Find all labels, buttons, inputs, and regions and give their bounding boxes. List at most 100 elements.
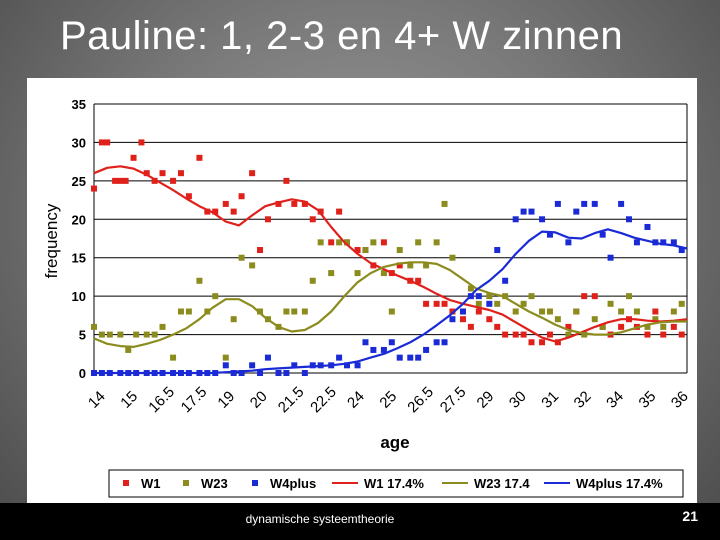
x-axis-label: age xyxy=(380,433,409,452)
x-tick-label: 36 xyxy=(668,388,692,412)
point-w4plus xyxy=(407,354,414,361)
point-w4plus xyxy=(264,354,271,361)
point-w4plus xyxy=(607,254,614,261)
x-tick-label: 31 xyxy=(538,388,562,412)
legend-label: W4plus xyxy=(270,476,316,491)
x-tick-label: 21.5 xyxy=(275,383,308,416)
point-w1 xyxy=(309,216,316,223)
point-w23 xyxy=(441,200,448,207)
x-tick-labels: 14 15 16.5 17.5 19 20 21.5 22.5 24 25 26.5 27.5 29 30… xyxy=(85,383,692,416)
point-w1 xyxy=(475,308,482,315)
point-w4plus xyxy=(283,370,290,376)
point-w4plus xyxy=(486,300,493,307)
point-w23 xyxy=(106,331,113,338)
point-w23 xyxy=(660,323,667,330)
point-w4plus xyxy=(291,362,298,369)
y-axis-label: frequency xyxy=(42,203,61,278)
point-w1 xyxy=(283,177,290,184)
legend-label: W1 xyxy=(141,476,161,491)
point-w4plus xyxy=(565,239,572,246)
y-tick-labels: 0 5 10 15 20 25 30 35 xyxy=(72,97,86,381)
x-tick-label: 34 xyxy=(603,388,627,412)
point-w4plus xyxy=(344,362,351,369)
point-w23 xyxy=(159,323,166,330)
point-w4plus xyxy=(618,200,625,207)
point-w23 xyxy=(177,308,184,315)
legend-marker xyxy=(123,480,129,486)
point-w23 xyxy=(573,308,580,315)
legend: W1 W23 W4plus W1 17.4% W23 17.4 W4plus 17.4% xyxy=(108,469,684,498)
point-w23 xyxy=(539,308,546,315)
y-tick-label: 25 xyxy=(72,174,86,189)
legend-marker xyxy=(183,480,189,486)
point-w1 xyxy=(423,300,430,307)
point-w23 xyxy=(133,331,140,338)
point-w1 xyxy=(257,247,264,254)
point-w23 xyxy=(449,254,456,261)
point-w1 xyxy=(539,339,546,346)
point-w23 xyxy=(143,331,150,338)
x-tick-label: 22.5 xyxy=(307,383,340,416)
x-tick-label: 26.5 xyxy=(404,383,437,416)
point-w23 xyxy=(388,308,395,315)
point-w23 xyxy=(317,239,324,246)
point-w23 xyxy=(354,270,361,277)
point-w1 xyxy=(380,239,387,246)
point-w4plus xyxy=(459,308,466,315)
point-w1 xyxy=(291,200,298,207)
y-tick-label: 30 xyxy=(72,135,86,150)
point-w23 xyxy=(644,323,651,330)
point-w23 xyxy=(396,247,403,254)
point-w1 xyxy=(317,208,324,215)
point-w1 xyxy=(644,331,651,338)
y-tick-label: 5 xyxy=(79,328,86,343)
point-w23 xyxy=(618,308,625,315)
point-w4plus xyxy=(249,362,256,369)
point-w23 xyxy=(591,316,598,323)
point-w1 xyxy=(467,323,474,330)
point-w4plus xyxy=(354,362,361,369)
x-tick-label: 20 xyxy=(247,388,271,412)
point-w23 xyxy=(670,308,677,315)
x-tick-label: 17.5 xyxy=(178,383,211,416)
point-w23 xyxy=(291,308,298,315)
point-w4plus xyxy=(626,216,633,223)
point-w4plus xyxy=(644,223,651,230)
point-w4plus xyxy=(396,354,403,361)
point-w1 xyxy=(122,177,129,184)
trend-curves xyxy=(93,165,688,375)
y-tick-label: 10 xyxy=(72,289,86,304)
point-w4plus xyxy=(475,293,482,300)
point-w1 xyxy=(678,331,685,338)
point-w23 xyxy=(380,270,387,277)
point-w23 xyxy=(528,293,535,300)
point-w1 xyxy=(494,323,501,330)
point-w1 xyxy=(185,193,192,200)
x-tick-label: 27.5 xyxy=(437,383,470,416)
x-tick-label: 25 xyxy=(376,388,400,412)
point-w4plus xyxy=(678,247,685,254)
point-w1 xyxy=(170,177,177,184)
point-w4plus xyxy=(238,370,245,376)
point-w23 xyxy=(520,300,527,307)
point-w1 xyxy=(652,308,659,315)
point-w1 xyxy=(230,208,237,215)
point-w23 xyxy=(309,277,316,284)
footer-bar xyxy=(0,503,720,540)
point-w23 xyxy=(336,239,343,246)
point-w23 xyxy=(678,300,685,307)
point-w23 xyxy=(407,262,414,269)
point-w23 xyxy=(98,331,105,338)
point-w23 xyxy=(486,293,493,300)
point-w23 xyxy=(125,346,132,353)
point-w1 xyxy=(204,208,211,215)
legend-label: W23 xyxy=(201,476,228,491)
point-w23 xyxy=(415,239,422,246)
point-w4plus xyxy=(441,339,448,346)
point-w4plus xyxy=(528,208,535,215)
point-w4plus xyxy=(546,231,553,238)
point-w4plus xyxy=(257,370,264,376)
point-w4plus xyxy=(520,208,527,215)
point-w1 xyxy=(138,139,145,146)
